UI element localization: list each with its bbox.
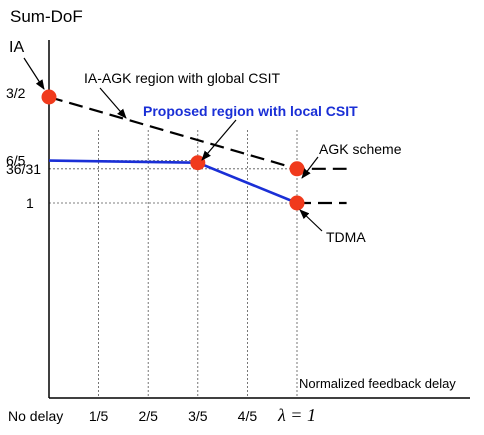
data-points	[41, 89, 305, 211]
chart-text: Sum-DoF Normalized feedback delay IA IA-…	[9, 7, 456, 391]
y-tick-label: 6/5	[6, 153, 26, 169]
x-tick-label: 3/5	[188, 408, 208, 424]
y-tick-label: 1	[26, 195, 34, 211]
annotation-arrows	[23, 57, 323, 232]
tdma-label: TDMA	[326, 229, 366, 245]
local-csit-series-line	[48, 159, 298, 205]
axes	[48, 40, 470, 399]
agk-scheme-label: AGK scheme	[319, 141, 402, 157]
tdma-arrow	[299, 209, 323, 232]
x-tick-label: 1/5	[89, 408, 109, 424]
y-axis-title: Sum-DoF	[10, 7, 83, 26]
x-tick-label: No delay	[8, 408, 63, 424]
agk-scheme-arrow	[301, 156, 319, 179]
local-csit-arrow	[201, 119, 237, 161]
data-point-marker	[289, 195, 305, 211]
data-point-marker	[41, 89, 57, 105]
grid-lines	[49, 130, 298, 398]
data-point-marker	[190, 155, 206, 171]
local-csit-label: Proposed region with local CSIT	[143, 103, 358, 119]
y-tick-label: 36/31	[6, 161, 41, 177]
ia-arrow	[23, 57, 45, 90]
x-axis-title: Normalized feedback delay	[299, 376, 456, 391]
data-point-marker	[289, 161, 305, 177]
x-tick-label: 4/5	[238, 408, 258, 424]
ia-label: IA	[9, 39, 24, 56]
x-tick-label: 2/5	[138, 408, 158, 424]
y-tick-label: 3/2	[6, 85, 26, 101]
tick-labels: No delay 1/5 2/5 3/5 4/5 λ = 1 3/2 6/536/31 1	[6, 85, 316, 425]
x-tick-label: λ = 1	[277, 405, 316, 425]
global-csit-arrow	[99, 87, 127, 119]
global-csit-label: IA-AGK region with global CSIT	[84, 70, 281, 86]
